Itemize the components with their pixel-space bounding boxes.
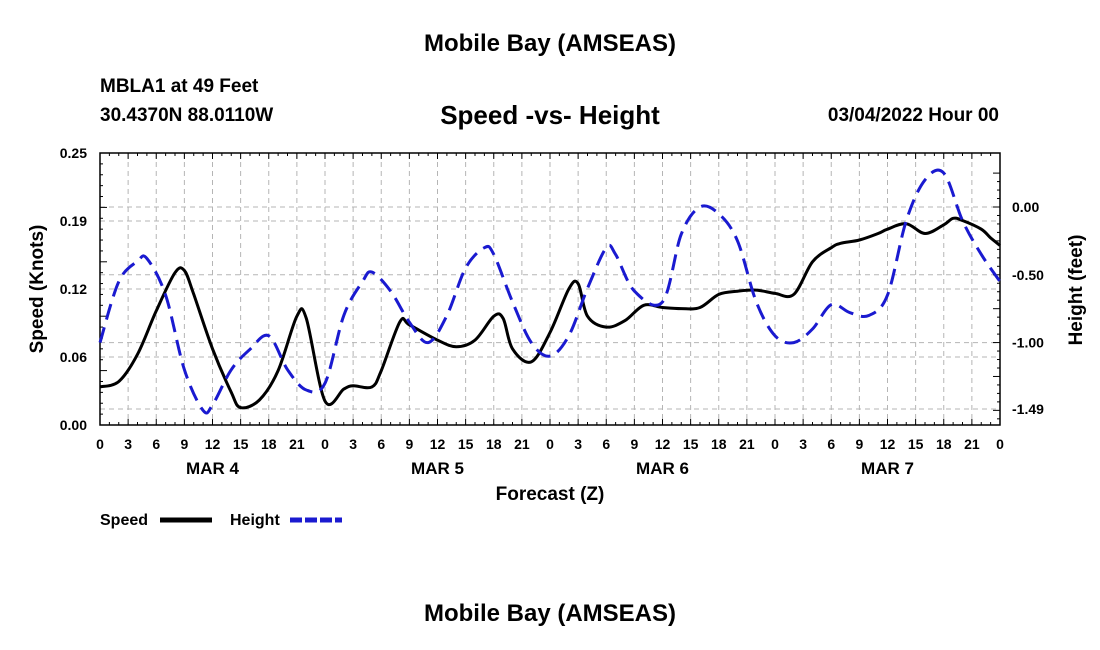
x-day-label: MAR 5 [411, 459, 464, 478]
x-tick-label: 21 [514, 436, 530, 452]
station-label: MBLA1 at 49 Feet [100, 76, 259, 97]
x-tick-label: 18 [261, 436, 277, 452]
x-day-label: MAR 7 [861, 459, 914, 478]
x-tick-label: 15 [683, 436, 699, 452]
x-tick-label: 6 [602, 436, 610, 452]
y-tick-label: 0.25 [60, 145, 87, 161]
x-tick-label: 15 [233, 436, 249, 452]
x-tick-label: 12 [430, 436, 446, 452]
x-tick-label: 0 [996, 436, 1004, 452]
y2-tick-label: -1.49 [1012, 401, 1044, 417]
legend-label-height: Height [230, 512, 280, 529]
y2-tick-label: -0.50 [1012, 267, 1044, 283]
station-coordinates: 30.4370N 88.0110W [100, 105, 274, 126]
x-tick-label: 9 [630, 436, 638, 452]
y-tick-label: 0.00 [60, 417, 87, 433]
x-tick-label: 3 [799, 436, 807, 452]
x-tick-label: 21 [739, 436, 755, 452]
x-tick-label: 3 [124, 436, 132, 452]
legend-label-speed: Speed [100, 512, 148, 529]
y2-axis-title: Height (feet) [1066, 235, 1087, 346]
y-tick-label: 0.06 [60, 349, 87, 365]
x-tick-label: 9 [405, 436, 413, 452]
x-tick-label: 21 [964, 436, 980, 452]
y2-tick-label: 0.00 [1012, 199, 1039, 215]
x-tick-label: 18 [486, 436, 502, 452]
x-tick-label: 6 [152, 436, 160, 452]
series-height-line [98, 168, 1002, 415]
x-tick-label: 9 [180, 436, 188, 452]
x-tick-label: 12 [880, 436, 896, 452]
x-day-label: MAR 6 [636, 459, 689, 478]
x-tick-label: 15 [908, 436, 924, 452]
x-tick-label: 18 [711, 436, 727, 452]
x-tick-label: 12 [205, 436, 221, 452]
x-tick-label: 9 [855, 436, 863, 452]
x-tick-label: 0 [96, 436, 104, 452]
y2-tick-label: -1.00 [1012, 335, 1044, 351]
x-day-label: MAR 4 [186, 459, 239, 478]
x-tick-label: 0 [321, 436, 329, 452]
x-tick-label: 6 [827, 436, 835, 452]
x-tick-label: 0 [771, 436, 779, 452]
y-axis-title: Speed (Knots) [27, 225, 48, 354]
series-speed-line [99, 216, 1001, 410]
x-tick-label: 12 [655, 436, 671, 452]
x-tick-label: 3 [349, 436, 357, 452]
y-tick-label: 0.12 [60, 281, 87, 297]
footer-title: Mobile Bay (AMSEAS) [423, 600, 677, 627]
x-tick-label: 3 [574, 436, 582, 452]
x-axis-title: Forecast (Z) [496, 484, 605, 505]
x-tick-label: 6 [377, 436, 385, 452]
forecast-datestamp: 03/04/2022 Hour 00 [827, 105, 999, 126]
x-tick-label: 18 [936, 436, 952, 452]
x-tick-label: 21 [289, 436, 305, 452]
y-tick-label: 0.19 [60, 213, 87, 229]
chart-subtitle: Speed -vs- Height [440, 100, 660, 130]
chart-title: Mobile Bay (AMSEAS) [423, 30, 677, 57]
x-tick-label: 15 [458, 436, 474, 452]
x-tick-label: 0 [546, 436, 554, 452]
